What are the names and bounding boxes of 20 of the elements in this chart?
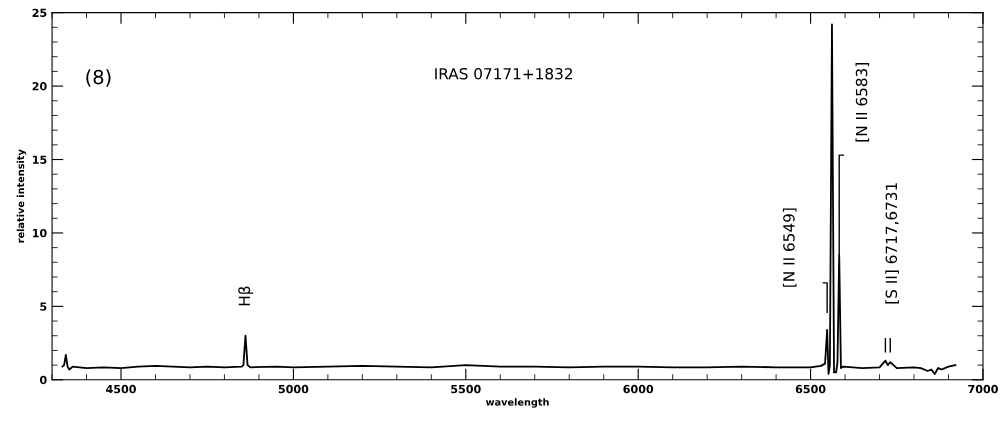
x-tick-label: 7000 xyxy=(968,384,998,394)
annotation: (8) xyxy=(86,69,111,87)
annotation: IRAS 07171+1832 xyxy=(435,67,572,80)
y-tick-label: 20 xyxy=(32,82,47,91)
x-tick-label: 5500 xyxy=(451,384,481,394)
annotation: Hβ xyxy=(238,286,254,306)
x-tick-label: 6000 xyxy=(623,384,654,394)
y-tick-label: 25 xyxy=(32,8,47,18)
x-tick-label: 5000 xyxy=(278,384,309,394)
y-tick-label: 15 xyxy=(32,155,47,164)
x-tick-label: 4500 xyxy=(106,384,136,394)
y-tick-label: 0 xyxy=(39,375,47,385)
y-tick-label: 10 xyxy=(32,228,47,238)
annotation: [N II 6583] xyxy=(855,63,870,142)
annotation: [N II 6549] xyxy=(782,208,797,287)
annotation: [S II] 6717,6731 xyxy=(885,183,899,304)
x-tick-label: 6500 xyxy=(795,384,826,394)
y-tick-label: 5 xyxy=(40,302,47,311)
x-axis-title: wavelength xyxy=(485,398,549,408)
y-axis-title: relative intensity xyxy=(16,149,27,243)
